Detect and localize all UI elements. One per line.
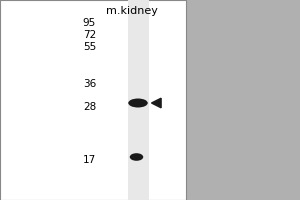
Bar [0, 0, 186, 200]
Text: 95: 95 [83, 18, 96, 28]
Text: 36: 36 [83, 79, 96, 89]
Text: 72: 72 [83, 30, 96, 40]
Text: 28: 28 [83, 102, 96, 112]
Text: 17: 17 [83, 155, 96, 165]
Ellipse shape [130, 153, 143, 161]
Text: 55: 55 [83, 42, 96, 52]
Polygon shape [152, 98, 161, 108]
Text: m.kidney: m.kidney [106, 6, 158, 16]
Ellipse shape [128, 98, 148, 108]
Bar [128, 0, 148, 200]
